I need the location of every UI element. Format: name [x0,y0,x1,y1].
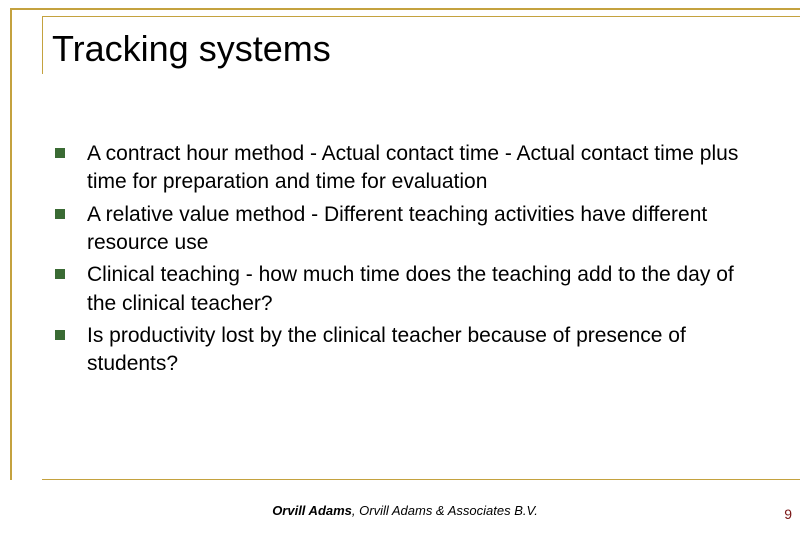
title-left-rule [42,16,43,74]
list-item: A relative value method - Different teac… [55,201,755,258]
bullet-text: A contract hour method - Actual contact … [87,140,755,197]
bullet-list: A contract hour method - Actual contact … [55,140,755,383]
bullet-text: Clinical teaching - how much time does t… [87,261,755,318]
bullet-text: Is productivity lost by the clinical tea… [87,322,755,379]
bottom-rule [42,479,800,480]
footer-credit: Orvill Adams, Orvill Adams & Associates … [0,503,810,518]
bullet-square-icon [55,148,65,158]
bullet-square-icon [55,330,65,340]
title-top-rule [42,16,800,17]
bullet-square-icon [55,269,65,279]
bullet-square-icon [55,209,65,219]
page-number: 9 [784,506,792,522]
bullet-text: A relative value method - Different teac… [87,201,755,258]
footer-author-rest: , Orvill Adams & Associates B.V. [352,503,538,518]
list-item: Is productivity lost by the clinical tea… [55,322,755,379]
list-item: A contract hour method - Actual contact … [55,140,755,197]
slide-title: Tracking systems [52,28,331,70]
footer-author-bold: Orvill Adams [272,503,352,518]
list-item: Clinical teaching - how much time does t… [55,261,755,318]
